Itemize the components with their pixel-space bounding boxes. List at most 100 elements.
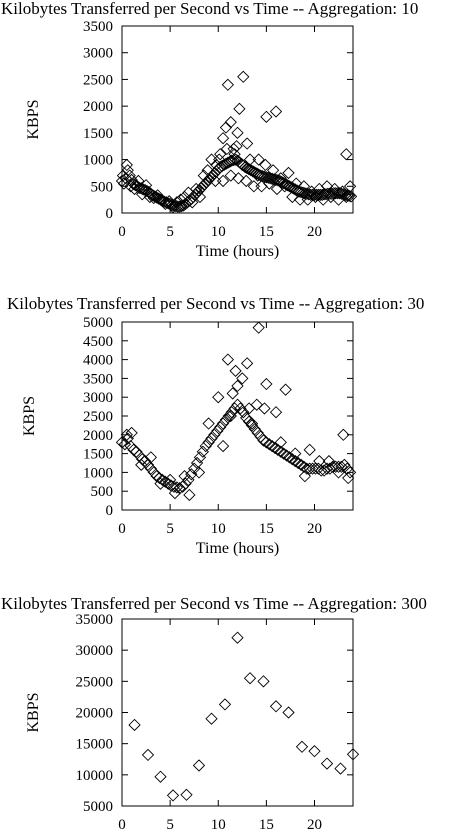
data-point (135, 458, 148, 472)
data-point (250, 398, 263, 411)
data-point (250, 167, 263, 180)
data-point (183, 488, 196, 502)
data-point (259, 158, 272, 172)
data-point (214, 148, 227, 161)
data-point (295, 740, 309, 753)
x-tick-label: 10 (211, 224, 226, 240)
data-point (137, 183, 150, 196)
y-tick-label: 20000 (76, 706, 114, 722)
data-point (320, 180, 334, 193)
data-point (274, 445, 287, 458)
data-point (128, 182, 141, 196)
x-tick-label: 10 (211, 817, 226, 833)
data-point (257, 434, 270, 447)
x-tick-label: 20 (307, 224, 322, 240)
data-point (237, 70, 250, 83)
data-point (260, 110, 273, 123)
data-point (193, 190, 207, 204)
data-point (224, 169, 237, 182)
data-point (283, 180, 296, 193)
y-tick-label: 3000 (83, 390, 113, 406)
y-tick-label: 3500 (83, 19, 113, 35)
data-point (219, 121, 233, 134)
data-point (242, 402, 256, 415)
data-point (180, 788, 193, 801)
data-point (340, 148, 353, 161)
data-point (338, 458, 351, 472)
data-point (176, 480, 189, 493)
data-point (322, 454, 336, 468)
x-tick-label: 5 (166, 817, 174, 833)
chart-2: Kilobytes Transferred per Second vs Time… (7, 294, 424, 557)
data-point (174, 193, 187, 206)
data-point (127, 443, 140, 456)
data-point (336, 185, 349, 198)
data-point (231, 398, 244, 411)
data-point (154, 770, 167, 783)
data-point (192, 466, 206, 479)
data-point (129, 179, 142, 192)
data-point (218, 698, 232, 711)
data-point (332, 466, 345, 479)
data-point (306, 462, 319, 475)
y-tick-label: 3500 (83, 371, 113, 387)
data-point (309, 190, 322, 204)
data-point (277, 447, 290, 460)
data-point (343, 180, 357, 193)
data-point (120, 428, 133, 441)
data-point (216, 439, 230, 453)
data-point (214, 160, 227, 174)
data-point (227, 142, 240, 156)
data-point (225, 406, 238, 419)
data-point (166, 789, 180, 802)
y-tick-label: 35000 (76, 612, 114, 628)
data-point (271, 174, 285, 187)
data-point (201, 164, 214, 177)
data-point (271, 443, 285, 456)
data-point (332, 460, 345, 473)
data-point (146, 189, 159, 202)
data-point (115, 174, 129, 188)
data-point (166, 200, 180, 214)
data-point (154, 477, 167, 490)
y-tick-label: 4000 (83, 353, 113, 369)
data-point (292, 456, 305, 470)
data-point (279, 383, 292, 396)
data-point (175, 199, 188, 213)
data-point (274, 172, 287, 185)
data-point (182, 473, 195, 487)
data-point (223, 155, 236, 168)
data-point (308, 745, 321, 758)
y-tick-label: 5000 (83, 315, 113, 331)
data-point (240, 357, 254, 370)
data-point (163, 195, 176, 208)
data-point (251, 169, 264, 182)
data-point (186, 196, 199, 209)
data-point (144, 451, 158, 464)
data-point (188, 462, 201, 475)
data-point (125, 426, 138, 440)
x-tick-label: 0 (118, 224, 126, 240)
data-point (260, 436, 273, 449)
data-point (263, 177, 276, 190)
data-point (231, 379, 244, 393)
data-point (211, 424, 224, 438)
data-point (245, 417, 259, 430)
data-point (221, 78, 235, 91)
data-point (228, 148, 241, 161)
data-point (178, 190, 191, 204)
y-tick-label: 1000 (83, 465, 113, 481)
data-point (242, 415, 256, 428)
data-point (190, 456, 204, 470)
data-point (224, 116, 237, 129)
data-point (252, 321, 265, 334)
data-point (245, 419, 259, 432)
data-point (244, 164, 258, 177)
data-point (260, 377, 273, 391)
data-point (159, 197, 172, 211)
data-point (313, 454, 326, 468)
data-point (202, 417, 215, 430)
data-point (334, 762, 347, 775)
data-point (216, 132, 230, 145)
